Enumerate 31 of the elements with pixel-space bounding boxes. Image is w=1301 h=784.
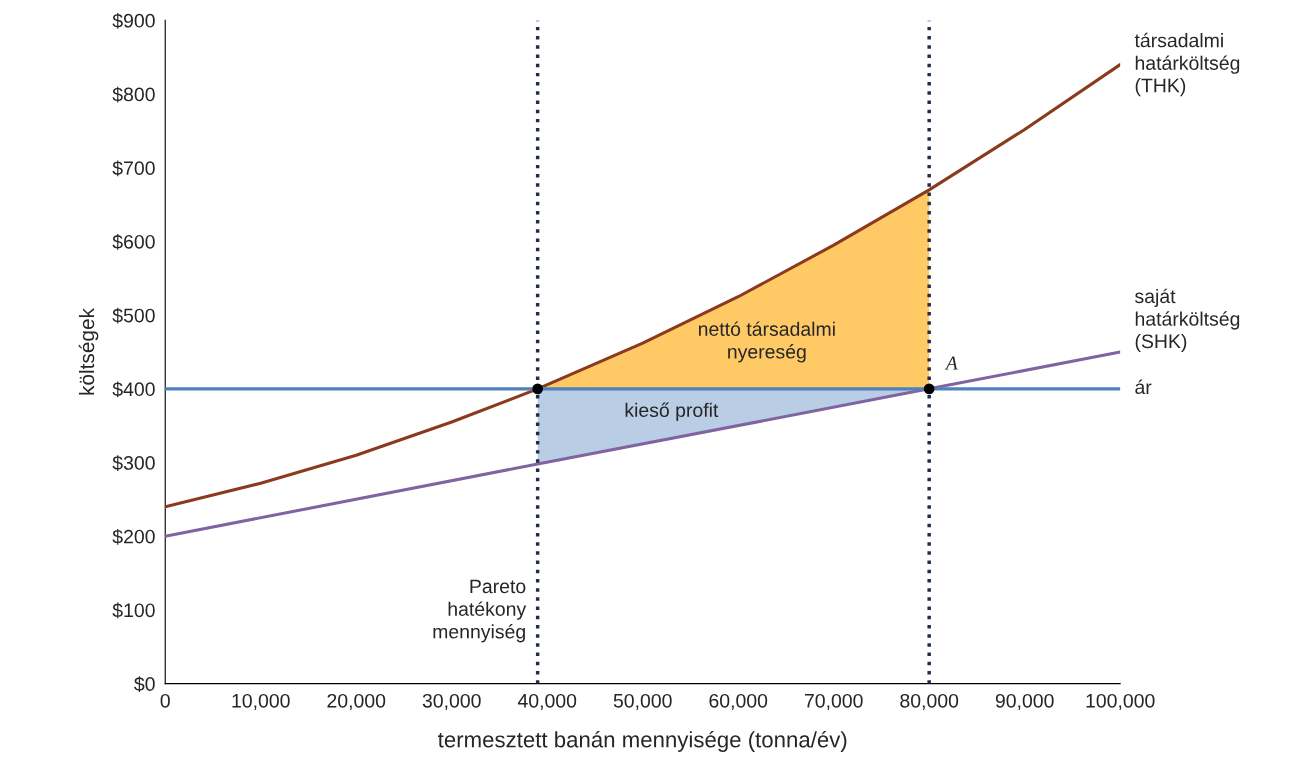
annotation: A <box>944 356 958 370</box>
x-tick-label: 80,000 <box>900 693 959 710</box>
ref-line-label: Pareto hatékony mennyiség <box>433 579 527 643</box>
x-tick-label: 90,000 <box>995 693 1054 710</box>
y-tick-label: $400 <box>112 381 155 398</box>
x-tick-label: 0 <box>160 693 170 708</box>
x-tick-label: 60,000 <box>709 693 768 710</box>
series-label: ár <box>1135 379 1152 395</box>
y-tick-label: $100 <box>112 602 155 619</box>
x-tick-label: 70,000 <box>804 693 863 710</box>
y-tick-label: $900 <box>112 13 155 29</box>
x-tick-label: 50,000 <box>613 693 672 710</box>
annotation: nettó társadalmi nyereség <box>698 321 835 363</box>
y-axis-title: költségek <box>78 307 99 395</box>
x-tick-label: 10,000 <box>232 693 290 710</box>
y-tick-label: $800 <box>112 86 155 103</box>
y-tick-label: $500 <box>112 307 155 324</box>
y-tick-label: $300 <box>112 455 155 471</box>
x-tick-label: 20,000 <box>327 693 386 710</box>
x-tick-label: 30,000 <box>422 693 481 710</box>
line-series <box>165 63 1121 509</box>
series-label: társadalmi határköltség (THK) <box>1134 32 1240 97</box>
y-tick-label: $700 <box>112 160 155 177</box>
y-tick-label: $200 <box>112 528 155 545</box>
y-tick-label: $600 <box>112 234 155 250</box>
series-label: saját határköltség (SHK) <box>1135 288 1240 353</box>
x-tick-label: 40,000 <box>517 693 577 710</box>
x-tick-label: 100,000 <box>1086 693 1155 710</box>
x-axis-title: termesztett banán mennyisége (tonna/év) <box>438 730 847 752</box>
y-tick-label: $0 <box>134 676 155 693</box>
annotation: kieső profit <box>625 402 719 421</box>
